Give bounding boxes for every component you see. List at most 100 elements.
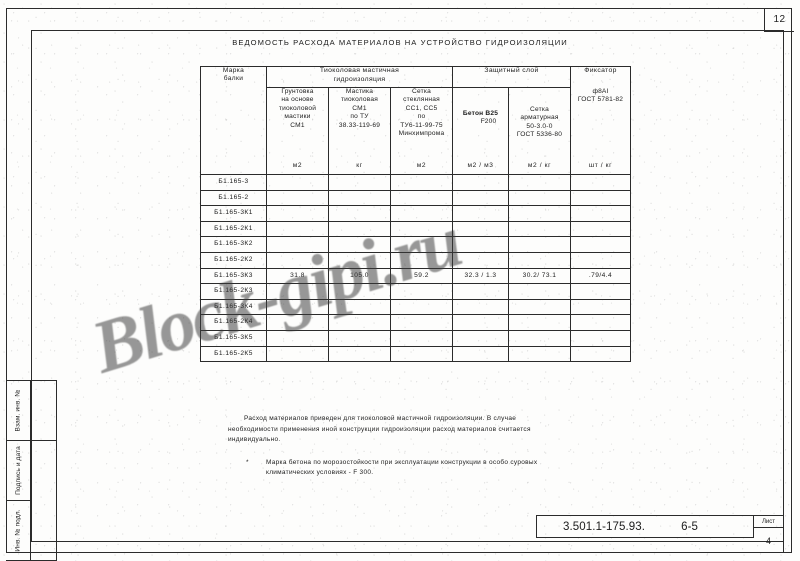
table-cell: [452, 329, 509, 347]
table-row-marka: Б1.165-3К3: [200, 267, 267, 285]
table-cell: [390, 251, 453, 269]
table-cell: [508, 345, 571, 363]
header-fiksator-unit: шт / кг: [588, 161, 613, 169]
table-cell: [266, 251, 329, 269]
stamp-cell-vzam-inv: Взам. инв. №: [6, 380, 31, 440]
table-cell: [266, 345, 329, 363]
materials-table: Марка балки Тиоколовая мастичная гидроиз…: [200, 66, 631, 363]
table-cell: 31.8: [266, 267, 329, 285]
table-row-marka: Б1.165-2: [200, 189, 267, 207]
header-setkast-line-1: стеклянная: [403, 96, 440, 104]
header-mastika-line-2: СМ1: [352, 104, 367, 112]
table-cell: [570, 236, 631, 253]
header-group-zashita-label: Защитный слой: [484, 67, 539, 74]
note-star-text: Марка бетона по морозостойкости при эксп…: [266, 458, 538, 477]
table-row: Б1.165-3К5: [200, 329, 631, 347]
header-gruntovka-line-2: тиоколовой: [278, 104, 317, 112]
title-block-sheet-no: 6-5: [681, 520, 698, 533]
table-row: Б1.165-3К1: [200, 205, 631, 222]
header-setkast-line-0: Сетка: [412, 88, 431, 95]
table-cell: [508, 329, 571, 347]
table-cell: [452, 174, 509, 191]
table-cell: [452, 345, 509, 363]
table-row-marka: Б1.165-2К2: [200, 251, 267, 269]
header-marka-line2: балки: [223, 75, 244, 83]
header-col-mastika: Мастика тиоколовая СМ1 по ТУ 38.33-119-6…: [328, 87, 391, 175]
header-mastika-unit: кг: [356, 161, 363, 169]
stamp-subcell-upper: [31, 380, 57, 440]
header-mastika-line-3: по ТУ: [350, 113, 369, 121]
table-cell: [508, 236, 571, 253]
table-cell: .79/4.4: [570, 267, 631, 285]
title-block: 3.501.1-175.93. 6-5: [536, 515, 754, 538]
header-fiksator-line-1: ГОСТ 5781-82: [577, 96, 624, 104]
table-row-marka: Б1.165-2К1: [200, 220, 267, 238]
table-cell: [266, 314, 329, 331]
header-gruntovka-line-1: на основе: [281, 96, 314, 104]
header-beton-line-0: Бетон В25: [462, 110, 499, 117]
table-cell: [390, 283, 453, 300]
stamp-label-podpis-data: Подпись и дата: [14, 446, 22, 495]
header-setkaarm-line-3: ГОСТ 5336-80: [516, 131, 563, 139]
header-mastika-line-1: тиоколовая: [340, 96, 379, 104]
table-cell: [390, 329, 453, 347]
note-star-marker: *: [246, 458, 249, 466]
header-setkaarm-line-0: Сетка: [530, 106, 549, 113]
table-cell: [452, 283, 509, 300]
table-cell: [390, 189, 453, 207]
table-row: Б1.165-3К4: [200, 298, 631, 316]
table-cell: 30.2/ 73.1: [508, 267, 571, 285]
table-row-marka: Б1.165-3К5: [200, 329, 267, 347]
materials-table-body: Б1.165-3 Б1.165-2 Б1.165-3К1 Б1.165-2К1 Б1.1…: [200, 174, 631, 363]
table-cell: [508, 189, 571, 207]
table-row: Б1.165-2К3: [200, 283, 631, 300]
table-cell: [452, 236, 509, 253]
table-cell: [390, 298, 453, 316]
table-cell: [328, 220, 391, 238]
header-setkaarm-line-2: 50-3.0-0: [526, 122, 553, 130]
table-row: Б1.165-2К1: [200, 220, 631, 238]
header-gruntovka-line-3: мастики: [284, 113, 311, 121]
table-cell: [266, 329, 329, 347]
table-row: Б1.165-2К4: [200, 314, 631, 331]
table-cell: [266, 189, 329, 207]
list-box: Лист 4: [754, 515, 784, 553]
table-row: Б1.165-3К2: [200, 236, 631, 253]
table-cell: [266, 283, 329, 300]
table-cell: [390, 314, 453, 331]
table-cell: [390, 205, 453, 222]
table-cell: [452, 205, 509, 222]
table-column-header-row: Грунтовка на основе тиоколовой мастики С…: [201, 87, 631, 175]
table-row-marka: Б1.165-3К4: [200, 298, 267, 316]
table-cell: 32.3 / 1.3: [452, 267, 509, 285]
header-setkast-line-5: Минхимпрома: [398, 130, 445, 138]
table-cell: [328, 314, 391, 331]
table-row: Б1.165-2К5: [200, 345, 631, 363]
table-row: Б1.165-2К2: [200, 251, 631, 269]
sheet-inner-frame: [31, 30, 784, 542]
table-cell: [508, 298, 571, 316]
table-cell: [390, 236, 453, 253]
table-cell: [266, 220, 329, 238]
table-group-header-row: Марка балки Тиоколовая мастичная гидроиз…: [200, 66, 631, 175]
title-block-code: 3.501.1-175.93.: [563, 520, 646, 533]
table-cell: [570, 205, 631, 222]
table-row-marka: Б1.165-3К1: [200, 205, 267, 222]
table-cell: [390, 174, 453, 191]
header-fiksator-line-0: ф8АI: [592, 87, 609, 95]
header-group-tiokol: Тиоколовая мастичная гидроизоляция: [266, 66, 453, 88]
table-cell: [508, 283, 571, 300]
table-cell: [328, 205, 391, 222]
table-cell: [266, 236, 329, 253]
document-title: ВЕДОМОСТЬ РАСХОДА МАТЕРИАЛОВ НА УСТРОЙСТ…: [232, 38, 568, 47]
table-cell: [570, 329, 631, 347]
header-beton-line-1: F200: [480, 118, 497, 126]
table-row: Б1.165-3К3 31.8 105.0 59.2 32.3 / 1.3 30.2/ 7…: [200, 267, 631, 285]
table-cell: [570, 189, 631, 207]
page-number-value: 12: [773, 14, 786, 25]
header-beton-unit: м2 / м3: [467, 161, 494, 169]
stamp-label-inv-podl: Инв. № подл.: [14, 509, 22, 552]
table-cell: [452, 189, 509, 207]
header-setkaarm-unit: м2 / кг: [527, 161, 552, 169]
table-cell: [328, 251, 391, 269]
